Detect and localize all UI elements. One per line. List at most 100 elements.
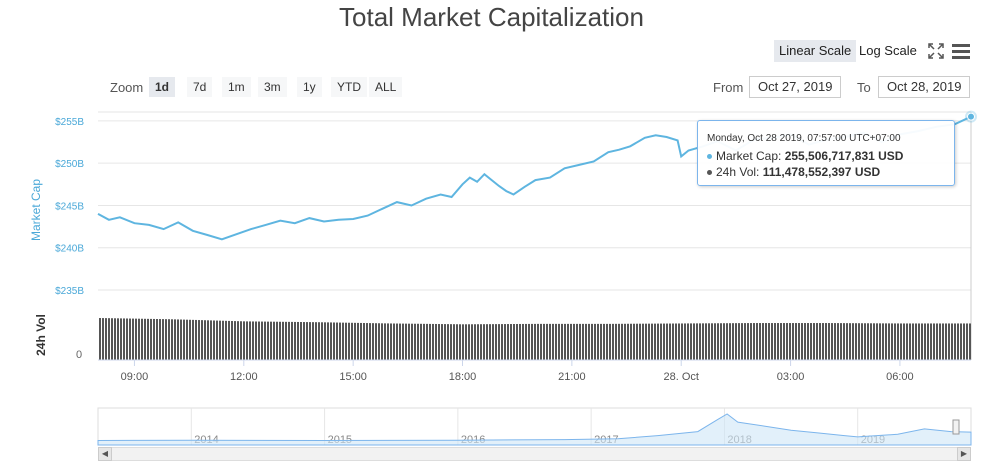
zoom-ytd-button[interactable]: YTD: [331, 77, 367, 97]
volume-bar: [318, 322, 320, 360]
volume-bar: [357, 322, 359, 360]
volume-bar: [630, 323, 632, 360]
volume-bar: [765, 323, 767, 360]
volume-bar: [339, 322, 341, 360]
volume-bar: [945, 323, 947, 360]
navigator[interactable]: 201420152016201720182019: [97, 407, 972, 446]
volume-bar: [462, 324, 464, 360]
zoom-3m-button[interactable]: 3m: [258, 77, 287, 97]
y-axis: $235B $240B $245B $250B $255B: [55, 117, 84, 297]
volume-bar: [504, 324, 506, 360]
volume-bar: [465, 324, 467, 360]
volume-bar: [453, 324, 455, 360]
from-date-input[interactable]: Oct 27, 2019: [749, 76, 842, 98]
volume-bar: [834, 323, 836, 360]
volume-bar: [774, 323, 776, 360]
fullscreen-icon[interactable]: [925, 40, 947, 62]
volume-bar: [483, 324, 485, 360]
volume-bar: [816, 323, 818, 360]
volume-bar: [936, 323, 938, 360]
tooltip: Monday, Oct 28 2019, 07:57:00 UTC+07:00 …: [697, 120, 955, 186]
volume-bar: [840, 323, 842, 360]
volume-bar: [474, 324, 476, 360]
volume-bar: [174, 319, 176, 360]
volume-bar: [426, 323, 428, 360]
volume-bar: [117, 318, 119, 360]
volume-bar: [825, 323, 827, 360]
volume-bar: [210, 320, 212, 360]
volume-bar: [489, 324, 491, 360]
volume-bar: [819, 323, 821, 360]
volume-bar: [954, 323, 956, 360]
volume-bar: [624, 323, 626, 360]
zoom-label: Zoom: [110, 80, 144, 95]
volume-bar: [327, 322, 329, 360]
volume-bar: [669, 323, 671, 360]
market-cap-dot-icon: [707, 154, 712, 160]
volume-bar: [366, 323, 368, 360]
volume-bar: [843, 323, 845, 360]
volume-bar: [957, 323, 959, 360]
volume-bar: [675, 323, 677, 360]
volume-bar: [237, 321, 239, 360]
menu-icon[interactable]: [950, 40, 972, 62]
volume-bar: [99, 318, 101, 360]
volume-bar: [573, 323, 575, 360]
to-date-input[interactable]: Oct 28, 2019: [878, 76, 971, 98]
volume-bar: [921, 323, 923, 360]
volume-bar: [264, 321, 266, 360]
volume-bar: [729, 323, 731, 360]
zoom-1y-button[interactable]: 1y: [297, 77, 322, 97]
volume-bar: [102, 318, 104, 360]
volume-bar: [585, 323, 587, 360]
volume-bar: [279, 321, 281, 360]
volume-bar: [315, 322, 317, 360]
volume-bar: [693, 323, 695, 360]
x-tick-label: 15:00: [339, 371, 367, 383]
volume-bar: [567, 323, 569, 360]
volume-bar: [228, 320, 230, 360]
volume-bar: [666, 323, 668, 360]
scroll-left-icon[interactable]: ◀: [98, 447, 112, 461]
volume-bar: [381, 323, 383, 360]
zoom-7d-button[interactable]: 7d: [187, 77, 213, 97]
volume-bar: [771, 323, 773, 360]
x-tick-label: 03:00: [777, 371, 805, 383]
navigator-scrollbar[interactable]: [98, 447, 971, 461]
volume-bar: [861, 323, 863, 360]
linear-scale-button[interactable]: Linear Scale: [774, 40, 857, 62]
volume-bar: [234, 321, 236, 360]
volume-bar: [156, 319, 158, 360]
zoom-1m-button[interactable]: 1m: [222, 77, 251, 97]
volume-bar: [846, 323, 848, 360]
x-tick-label: 18:00: [449, 371, 477, 383]
volume-bar: [618, 323, 620, 360]
volume-bar: [609, 323, 611, 360]
y-tick-label: $240B: [55, 244, 84, 255]
zoom-all-button[interactable]: ALL: [369, 77, 403, 97]
volume-bar: [195, 319, 197, 360]
volume-bar: [363, 323, 365, 360]
volume-bar: [723, 323, 725, 360]
volume-bar: [672, 323, 674, 360]
volume-bar: [252, 321, 254, 360]
volume-bar: [813, 323, 815, 360]
volume-bar: [870, 323, 872, 360]
volume-bar: [684, 323, 686, 360]
volume-bar: [459, 324, 461, 360]
volume-bar: [432, 323, 434, 360]
volume-bar: [132, 318, 134, 360]
volume-bar: [123, 318, 125, 360]
zoom-1d-button[interactable]: 1d: [149, 77, 176, 97]
volume-bar: [906, 323, 908, 360]
volume-bar: [270, 321, 272, 360]
volume-bar: [171, 319, 173, 360]
volume-bar: [516, 323, 518, 360]
volume-bar: [369, 323, 371, 360]
log-scale-button[interactable]: Log Scale: [859, 43, 917, 58]
scroll-right-icon[interactable]: ▶: [957, 447, 971, 461]
volume-bar: [402, 323, 404, 360]
volume-bar: [537, 323, 539, 360]
volume-bar: [258, 321, 260, 360]
